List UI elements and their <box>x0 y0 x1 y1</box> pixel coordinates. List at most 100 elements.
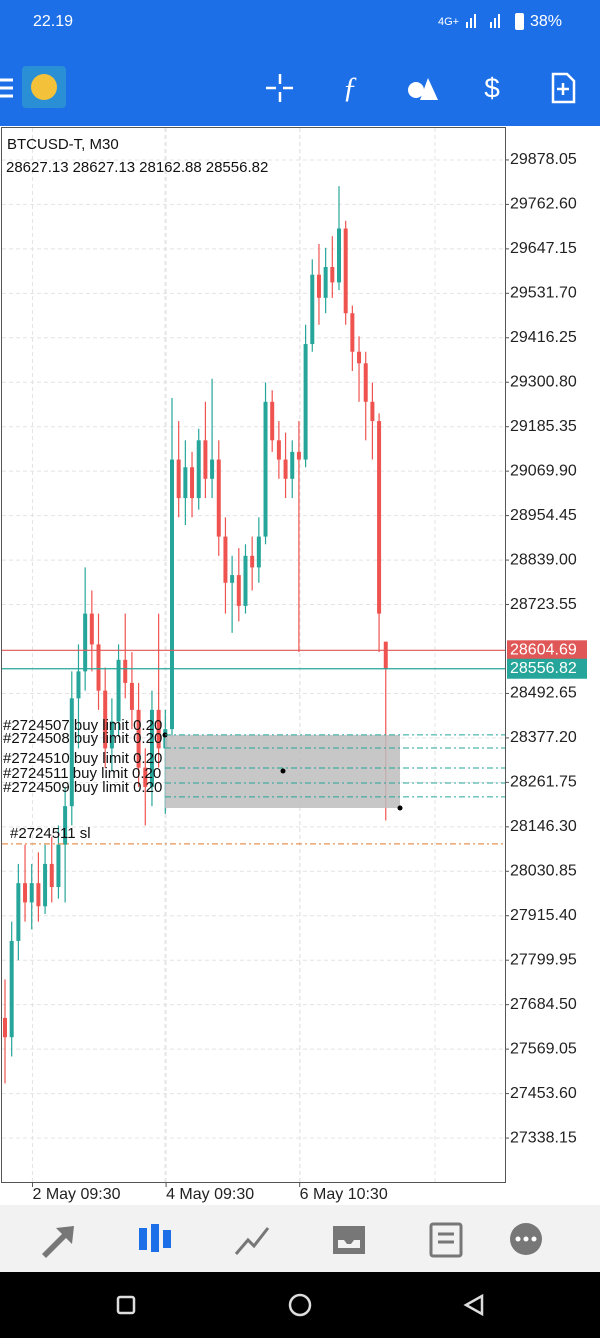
sl-label: #2724511 sl <box>10 825 91 842</box>
quotes-tab[interactable] <box>42 1226 74 1258</box>
back-button[interactable] <box>463 1293 484 1317</box>
ohlc-value: 28627.13 <box>73 159 136 176</box>
chart-title: BTCUSD-T, M30 <box>7 136 119 153</box>
candle-body <box>123 659 128 683</box>
candle-body <box>183 467 188 499</box>
y-tick-label: 29416.25 <box>510 329 577 346</box>
candle-body <box>16 883 21 941</box>
candle-body <box>203 440 208 479</box>
recents-button[interactable] <box>116 1295 136 1315</box>
y-tick-label: 29531.70 <box>510 285 577 302</box>
new-order-icon[interactable] <box>551 72 576 104</box>
candle-body <box>103 690 108 749</box>
chart: 29878.05 29762.60 29647.15 29531.70 29416.25… <box>2 128 577 1203</box>
zone-handle[interactable] <box>397 805 403 811</box>
candle-body <box>176 459 181 499</box>
candle-body <box>9 940 14 1038</box>
x-tick-label: 2 May 09:30 <box>32 1186 120 1203</box>
crosshair-icon[interactable] <box>266 74 293 102</box>
candle-body <box>310 274 315 345</box>
candle-body <box>149 709 154 787</box>
candle-body <box>357 351 362 364</box>
candle-body <box>190 467 195 499</box>
y-tick-label: 28030.85 <box>510 863 577 880</box>
battery: 38% <box>530 13 562 30</box>
candle-body <box>270 401 275 441</box>
candle-body <box>56 844 61 888</box>
ohlc-value: 28162.88 <box>139 159 202 176</box>
trade-icon[interactable]: $ <box>484 72 500 103</box>
system-nav <box>0 1272 600 1338</box>
y-tick-label: 28492.65 <box>510 685 577 702</box>
y-tick-label: 28954.45 <box>510 507 577 524</box>
bid-label: 28556.82 <box>510 660 577 677</box>
history-tab[interactable] <box>333 1226 365 1254</box>
candle-body <box>343 228 348 314</box>
candle-body <box>276 440 281 460</box>
candle-body <box>296 451 301 460</box>
candle-body <box>136 709 141 768</box>
ask-label-box <box>507 640 587 661</box>
y-tick-label: 27569.05 <box>510 1040 577 1057</box>
candle-body <box>129 682 134 710</box>
candle-body <box>83 613 88 672</box>
candle-body <box>250 555 255 568</box>
y-tick-label: 29300.80 <box>510 373 577 390</box>
y-tick-label: 27453.60 <box>510 1085 577 1102</box>
order-label: #2724507 buy limit 0.20 <box>3 717 162 734</box>
chart-frame <box>1 127 506 1183</box>
candle-body <box>96 644 101 691</box>
menu-icon[interactable] <box>0 78 13 98</box>
ask-label: 28604.69 <box>510 642 577 659</box>
chat-tab[interactable] <box>510 1223 542 1255</box>
top-bar <box>0 0 600 126</box>
candle-body <box>236 575 241 606</box>
candle-body <box>29 883 34 903</box>
candle-body <box>256 536 261 568</box>
network: 4G+ <box>438 16 459 28</box>
y-tick-label: 29762.60 <box>510 196 577 213</box>
chart-tab[interactable] <box>139 1224 171 1252</box>
candle-body <box>323 267 328 298</box>
candle-body <box>170 459 174 730</box>
home-button[interactable] <box>288 1293 312 1317</box>
candle-body <box>283 459 288 479</box>
y-tick-label: 29185.35 <box>510 418 577 435</box>
trade-tab[interactable] <box>234 1227 270 1255</box>
bottom-nav <box>0 1205 600 1272</box>
order-label: #2724511 buy limit 0.20 <box>3 765 161 782</box>
candle-body <box>337 228 341 283</box>
candle-body <box>49 863 54 888</box>
ohlc-value: 28556.82 <box>206 159 269 176</box>
order-label: #2724508 buy limit 0.20 <box>3 730 162 747</box>
y-tick-label: 28261.75 <box>510 774 577 791</box>
candle-body <box>3 1017 7 1038</box>
candle-body <box>69 698 74 807</box>
y-tick-label: 29069.90 <box>510 462 577 479</box>
indicators-icon[interactable]: ƒ <box>343 71 358 104</box>
candle-body <box>210 459 215 479</box>
candle-body <box>116 659 121 722</box>
ohlc-line: 28627.13 28627.13 28162.88 28556.82 <box>6 159 268 176</box>
candle-body <box>109 721 114 749</box>
candle-body <box>89 613 94 645</box>
bid-label-box <box>507 658 587 679</box>
candle-body <box>36 883 41 907</box>
candle-body <box>316 274 321 298</box>
battery-icon <box>515 13 524 30</box>
candle-body <box>156 709 161 749</box>
news-tab[interactable] <box>429 1222 463 1258</box>
app-logo-mark <box>31 74 57 100</box>
candle-body <box>63 806 68 845</box>
zone-handle[interactable] <box>280 768 286 774</box>
candle-body <box>143 767 148 787</box>
candle-body <box>263 401 268 537</box>
candle-body <box>230 575 235 583</box>
objects-icon[interactable] <box>408 78 438 100</box>
y-tick-label: 29878.05 <box>510 151 577 168</box>
candle-body <box>196 440 201 499</box>
y-tick-label: 27684.50 <box>510 996 577 1013</box>
y-tick-label: 29647.15 <box>510 240 577 257</box>
